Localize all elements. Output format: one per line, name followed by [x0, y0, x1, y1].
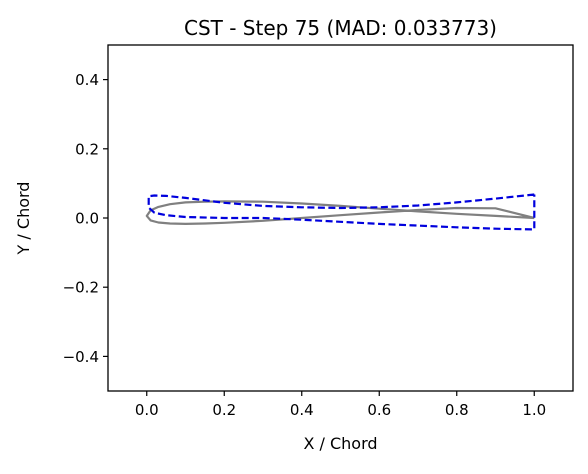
y-tick-label: 0.0 — [75, 210, 99, 228]
x-tick-label: 0.2 — [212, 401, 236, 419]
y-tick-label: 0.2 — [75, 140, 99, 158]
x-axis-label: X / Chord — [303, 434, 377, 453]
x-tick-label: 0.8 — [445, 401, 469, 419]
y-axis-label: Y / Chord — [14, 182, 33, 256]
x-tick-label: 0.4 — [290, 401, 314, 419]
series-1-line — [145, 200, 535, 225]
x-tick-label: 1.0 — [522, 401, 546, 419]
y-tick-label: −0.4 — [63, 348, 99, 366]
axes-frame — [107, 44, 574, 392]
series-2-line — [147, 193, 536, 231]
x-tick-label: 0.6 — [367, 401, 391, 419]
chart-title: CST - Step 75 (MAD: 0.033773) — [184, 16, 497, 40]
x-ticks: 0.0 0.2 0.4 0.6 0.8 1.0 — [135, 391, 546, 419]
x-tick-label: 0.0 — [135, 401, 159, 419]
y-tick-label: 0.4 — [75, 71, 99, 89]
series-layer — [145, 193, 536, 231]
y-ticks: −0.4 −0.2 0.0 0.2 0.4 — [63, 71, 108, 366]
y-tick-label: −0.2 — [63, 279, 99, 297]
